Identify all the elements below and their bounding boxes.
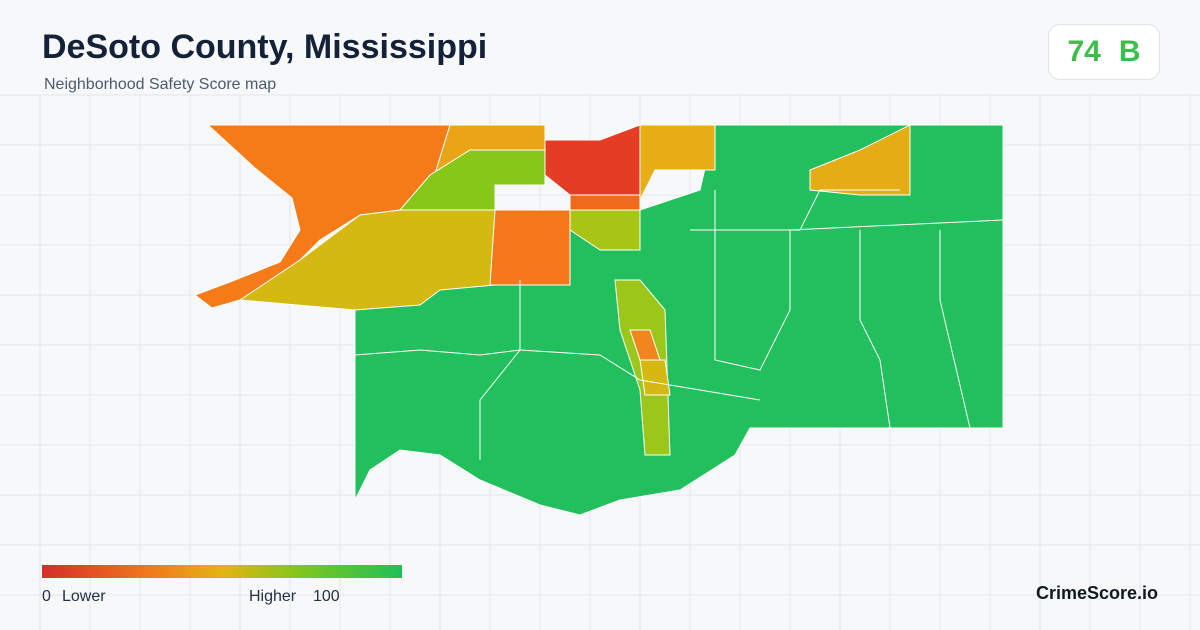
grade: B bbox=[1118, 35, 1141, 68]
region bbox=[569, 209, 641, 251]
score-badge: 74 B bbox=[1048, 24, 1160, 80]
legend-gradient bbox=[42, 565, 402, 578]
legend-min-label: Lower bbox=[62, 588, 106, 605]
region bbox=[809, 124, 911, 196]
region bbox=[639, 124, 716, 201]
legend-max: 100 bbox=[313, 588, 340, 605]
regions bbox=[193, 124, 1004, 516]
subtitle: Neighborhood Safety Score map bbox=[44, 76, 277, 93]
region bbox=[489, 209, 571, 286]
score: 74 bbox=[1067, 35, 1101, 68]
region bbox=[544, 124, 641, 196]
brand: CrimeScore.io bbox=[1035, 583, 1158, 603]
legend-max-label: Higher bbox=[249, 588, 297, 605]
legend-min: 0 bbox=[42, 588, 51, 605]
region bbox=[569, 194, 641, 211]
title: DeSoto County, Mississippi bbox=[42, 28, 488, 66]
region bbox=[639, 359, 671, 396]
